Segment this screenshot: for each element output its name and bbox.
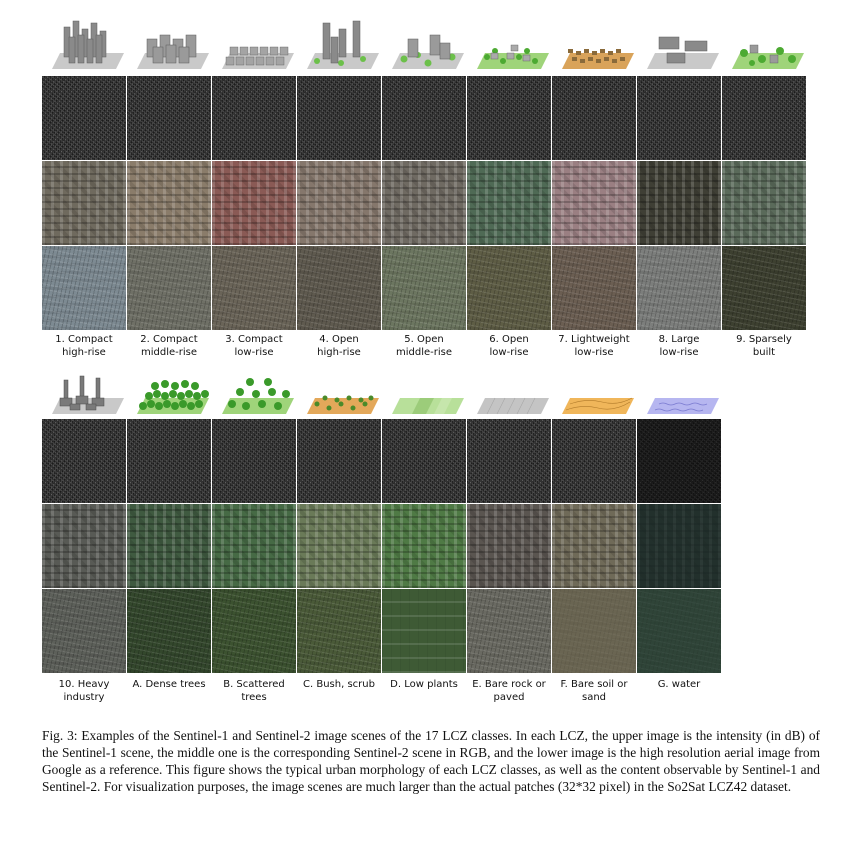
lcz-label: 9. Sparsely built (736, 334, 792, 358)
scattered-trees-icon (212, 358, 296, 420)
sentinel1-image (552, 76, 636, 160)
sentinel2-image (297, 161, 381, 245)
open-middle-rise-icon (382, 13, 466, 75)
sentinel1-image (382, 76, 466, 160)
sentinel2-image (127, 161, 211, 245)
sentinel2-image (42, 504, 126, 588)
aerial-image (127, 246, 211, 330)
sentinel1-image (42, 419, 126, 503)
lightweight-low-rise-icon (552, 13, 636, 75)
sentinel2-image (382, 504, 466, 588)
sentinel2-image (297, 504, 381, 588)
sentinel2-image (637, 504, 721, 588)
bare-soil-sand-icon (552, 358, 636, 420)
sentinel1-image (297, 76, 381, 160)
aerial-image (127, 589, 211, 673)
aerial-image (42, 246, 126, 330)
aerial-image (42, 589, 126, 673)
aerial-image (552, 246, 636, 330)
lcz-label: 8. Large low-rise (658, 334, 700, 358)
lcz-label: G. water (657, 679, 701, 690)
low-plants-icon (382, 358, 466, 420)
aerial-image (467, 589, 551, 673)
lcz-label: 3. Compact low-rise (225, 334, 283, 358)
sentinel2-image (212, 161, 296, 245)
aerial-image (637, 589, 721, 673)
lcz-label: E. Bare rock or paved (472, 679, 546, 703)
compact-low-rise-icon (212, 13, 296, 75)
sentinel1-image (212, 419, 296, 503)
lcz-label: 10. Heavy industry (58, 679, 110, 703)
aerial-image (297, 246, 381, 330)
sentinel2-image (637, 161, 721, 245)
sentinel1-image (382, 419, 466, 503)
aerial-image (297, 589, 381, 673)
sentinel2-image (212, 504, 296, 588)
aerial-image (637, 246, 721, 330)
lcz-label: 6. Open low-rise (489, 334, 529, 358)
lcz-label: D. Low plants (390, 679, 458, 690)
aerial-image (552, 589, 636, 673)
sentinel1-image (212, 76, 296, 160)
heavy-industry-icon (42, 358, 126, 420)
bush-scrub-icon (297, 358, 381, 420)
lcz-label: B. Scattered trees (223, 679, 285, 703)
sparsely-built-icon (722, 13, 806, 75)
aerial-image (212, 246, 296, 330)
aerial-image (467, 246, 551, 330)
lcz-label: 4. Open high-rise (317, 334, 361, 358)
sentinel2-image (467, 161, 551, 245)
sentinel1-image (127, 76, 211, 160)
sentinel1-image (552, 419, 636, 503)
open-high-rise-icon (297, 13, 381, 75)
sentinel1-image (722, 76, 806, 160)
lcz-label: 7. Lightweight low-rise (558, 334, 630, 358)
lcz-label: A. Dense trees (132, 679, 206, 690)
sentinel1-image (467, 419, 551, 503)
sentinel1-image (127, 419, 211, 503)
sentinel2-image (722, 161, 806, 245)
sentinel2-image (382, 161, 466, 245)
sentinel2-image (127, 504, 211, 588)
large-low-rise-icon (637, 13, 721, 75)
dense-trees-icon (127, 358, 211, 420)
sentinel1-image (637, 76, 721, 160)
sentinel2-image (467, 504, 551, 588)
bare-rock-paved-icon (467, 358, 551, 420)
aerial-image (212, 589, 296, 673)
sentinel1-image (467, 76, 551, 160)
figure-caption: Fig. 3: Examples of the Sentinel-1 and S… (42, 728, 820, 794)
sentinel1-image (637, 419, 721, 503)
aerial-image (722, 246, 806, 330)
sentinel1-image (42, 76, 126, 160)
sentinel2-image (552, 161, 636, 245)
lcz-label: 5. Open middle-rise (395, 334, 452, 358)
sentinel2-image (42, 161, 126, 245)
lcz-label: 2. Compact middle-rise (140, 334, 198, 358)
lcz-label: C. Bush, scrub (303, 679, 375, 690)
sentinel1-image (297, 419, 381, 503)
aerial-image (382, 589, 466, 673)
open-low-rise-icon (467, 13, 551, 75)
lcz-label: 1. Compact high-rise (55, 334, 113, 358)
sentinel2-image (552, 504, 636, 588)
compact-middle-rise-icon (127, 13, 211, 75)
water-icon (637, 358, 721, 420)
aerial-image (382, 246, 466, 330)
compact-high-rise-icon (42, 13, 126, 75)
lcz-label: F. Bare soil or sand (560, 679, 628, 703)
